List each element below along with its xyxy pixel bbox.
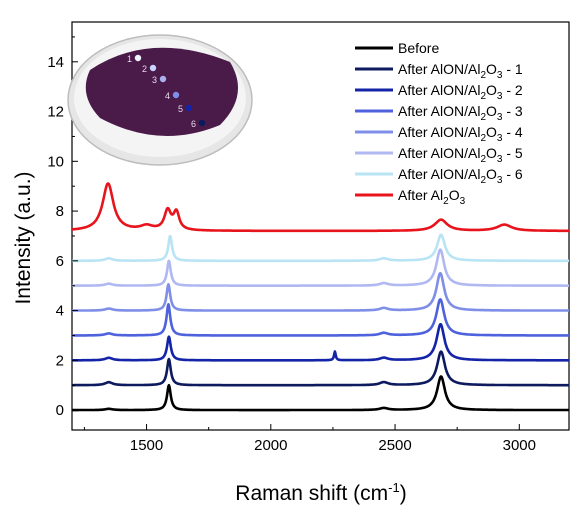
y-tick-label: 12 xyxy=(47,104,64,121)
legend-label: After AlON/Al2O3 - 6 xyxy=(398,166,523,186)
wafer-spot xyxy=(172,91,180,99)
series-line xyxy=(71,375,570,412)
wafer-spot-label: 6 xyxy=(191,119,196,129)
wafer-spot xyxy=(159,75,167,83)
x-tick-label: 2000 xyxy=(254,437,287,454)
legend-label: After AlON/Al2O3 - 1 xyxy=(398,61,523,81)
series-layer xyxy=(71,182,570,412)
y-tick-label: 10 xyxy=(47,153,64,170)
x-tick-label: 2500 xyxy=(378,437,411,454)
wafer xyxy=(85,47,238,136)
x-tick-label: 3000 xyxy=(503,437,536,454)
legend-label: Before xyxy=(398,40,439,56)
series-line xyxy=(71,271,570,312)
legend-label: After AlON/Al2O3 - 4 xyxy=(398,124,523,144)
series-line xyxy=(71,248,570,287)
series-line xyxy=(71,298,570,337)
legend-label: After AlON/Al2O3 - 3 xyxy=(398,103,523,123)
wafer-spot xyxy=(185,104,193,112)
y-tick-label: 8 xyxy=(56,203,64,220)
series-line xyxy=(71,233,570,263)
x-axis-title: Raman shift (cm-1) xyxy=(235,480,406,505)
series-line xyxy=(71,323,570,362)
plot-frame xyxy=(71,21,570,431)
y-tick-label: 14 xyxy=(47,54,64,71)
wafer-spot xyxy=(198,119,206,127)
wafer-spot-label: 4 xyxy=(165,91,170,101)
y-axis-title: Intensity (a.u.) xyxy=(12,171,35,304)
legend-label: After AlON/Al2O3 - 5 xyxy=(398,145,523,165)
x-tick-label: 1500 xyxy=(130,437,163,454)
wafer-spot-label: 2 xyxy=(142,64,147,74)
legend-label: After AlON/Al2O3 - 2 xyxy=(398,82,523,102)
legend-label: After Al2O3 xyxy=(398,187,466,207)
y-tick-label: 2 xyxy=(56,352,64,369)
wafer-spot-label: 1 xyxy=(127,54,132,64)
y-tick-label: 6 xyxy=(56,253,64,270)
wafer-spot-label: 5 xyxy=(178,104,183,114)
series-line xyxy=(71,182,570,233)
y-tick-label: 4 xyxy=(56,303,64,320)
wafer-spot xyxy=(134,54,142,62)
wafer-spot xyxy=(149,64,157,72)
series-line xyxy=(71,350,570,387)
wafer-spot-label: 3 xyxy=(152,75,157,85)
y-tick-label: 0 xyxy=(56,402,64,419)
